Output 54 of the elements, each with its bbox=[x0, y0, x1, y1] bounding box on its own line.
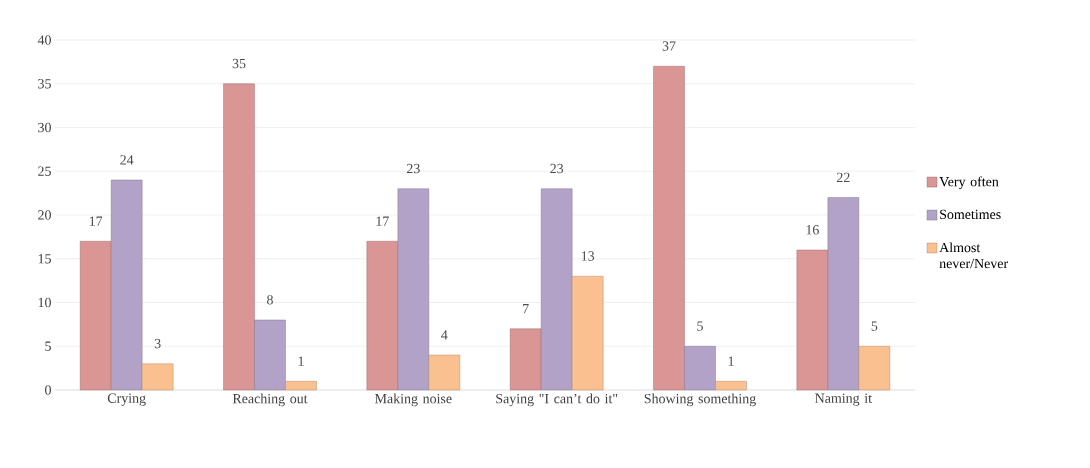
data-label: 24 bbox=[120, 155, 134, 165]
y-tick-label: 5 bbox=[45, 341, 51, 351]
bar bbox=[79, 241, 112, 391]
bar bbox=[141, 363, 174, 391]
bar bbox=[509, 328, 542, 391]
data-label: 1 bbox=[728, 356, 734, 366]
bar bbox=[285, 381, 317, 391]
x-tick-label: Reaching out bbox=[232, 393, 308, 407]
legend-label: Very often bbox=[939, 176, 999, 190]
data-label: 16 bbox=[806, 225, 819, 235]
bar bbox=[571, 276, 604, 391]
x-tick-label: Showing something bbox=[644, 393, 756, 407]
bar bbox=[110, 179, 143, 391]
data-label: 1 bbox=[298, 356, 304, 366]
y-tick-label: 30 bbox=[38, 122, 51, 133]
data-label: 8 bbox=[267, 295, 273, 305]
bar bbox=[397, 188, 430, 391]
y-tick-label: 10 bbox=[38, 297, 51, 308]
legend-label: Almost never/Never bbox=[939, 242, 1008, 269]
bar bbox=[540, 188, 573, 391]
bar bbox=[254, 319, 286, 391]
bar bbox=[715, 381, 747, 391]
x-tick-label: Making noise bbox=[375, 393, 452, 407]
bar bbox=[366, 241, 399, 391]
y-tick-label: 20 bbox=[38, 210, 51, 220]
data-label: 13 bbox=[581, 251, 595, 261]
data-label: 37 bbox=[662, 41, 676, 51]
data-label: 17 bbox=[376, 216, 389, 226]
bar bbox=[858, 346, 891, 391]
legend-label: Sometimes bbox=[940, 209, 1001, 220]
bar bbox=[684, 346, 716, 391]
bar bbox=[796, 249, 829, 391]
bar bbox=[428, 354, 461, 391]
data-label: 17 bbox=[89, 216, 103, 226]
data-label: 3 bbox=[154, 338, 161, 349]
x-tick-label: Crying bbox=[107, 393, 146, 406]
y-tick-label: 40 bbox=[37, 35, 51, 45]
bar bbox=[223, 83, 255, 391]
x-tick-label: Naming it bbox=[815, 393, 872, 406]
y-tick-label: 25 bbox=[38, 166, 51, 176]
y-tick-label: 0 bbox=[45, 385, 51, 395]
data-label: 7 bbox=[523, 304, 529, 314]
data-label: 4 bbox=[441, 330, 448, 340]
data-label: 5 bbox=[871, 321, 878, 331]
y-tick-label: 15 bbox=[38, 254, 51, 264]
data-label: 23 bbox=[406, 163, 420, 174]
data-label: 23 bbox=[550, 163, 564, 174]
bar bbox=[653, 66, 685, 391]
y-tick-label: 35 bbox=[38, 79, 51, 89]
data-label: 35 bbox=[232, 58, 246, 69]
data-label: 22 bbox=[836, 172, 850, 182]
x-tick-label: Saying "I can’t do it" bbox=[496, 393, 618, 407]
data-label: 5 bbox=[697, 321, 703, 331]
bar bbox=[827, 197, 860, 391]
